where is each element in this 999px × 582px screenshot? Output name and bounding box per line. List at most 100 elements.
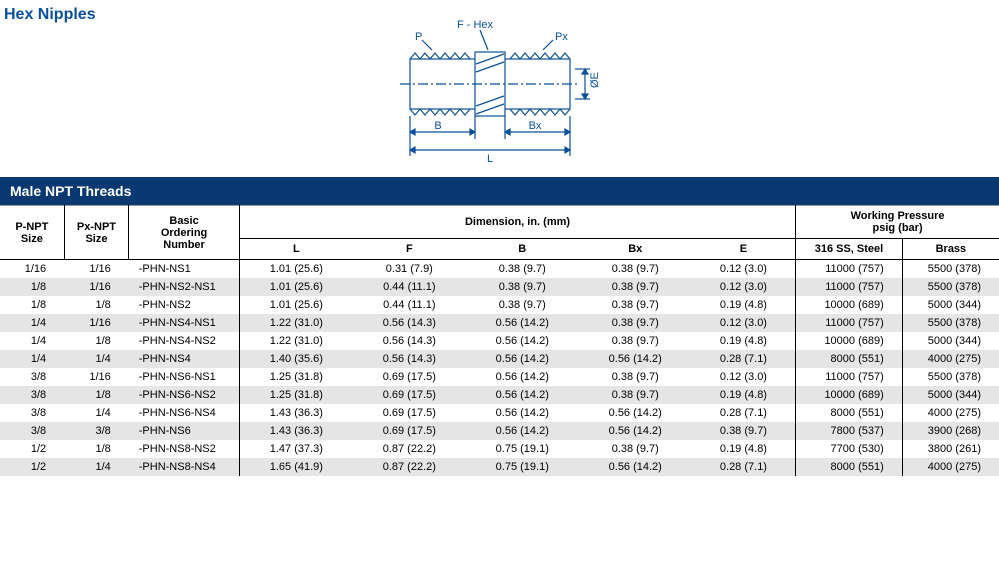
cell-e: 0.12 (3.0): [692, 278, 796, 296]
cell-l: 1.25 (31.8): [239, 368, 352, 386]
cell-pxnpt: 1/4: [64, 404, 129, 422]
cell-e: 0.12 (3.0): [692, 314, 796, 332]
cell-pnpt: 1/4: [0, 314, 64, 332]
diagram-label-l: L: [486, 153, 492, 165]
cell-brass: 4000 (275): [902, 458, 999, 476]
cell-b: 0.56 (14.2): [466, 386, 579, 404]
cell-ss: 11000 (757): [796, 368, 903, 386]
table-row: 3/81/8-PHN-NS6-NS21.25 (31.8)0.69 (17.5)…: [0, 386, 999, 404]
cell-pxnpt: 1/4: [64, 350, 129, 368]
cell-e: 0.28 (7.1): [692, 458, 796, 476]
diagram-label-bx: Bx: [528, 120, 541, 132]
cell-brass: 4000 (275): [902, 404, 999, 422]
cell-brass: 3900 (268): [902, 422, 999, 440]
cell-ss: 11000 (757): [796, 314, 903, 332]
cell-brass: 5000 (344): [902, 296, 999, 314]
cell-ss: 10000 (689): [796, 332, 903, 350]
cell-l: 1.22 (31.0): [239, 332, 352, 350]
cell-num: -PHN-NS1: [129, 260, 240, 279]
cell-b: 0.56 (14.2): [466, 314, 579, 332]
cell-brass: 5000 (344): [902, 332, 999, 350]
cell-brass: 5000 (344): [902, 386, 999, 404]
cell-pxnpt: 1/8: [64, 296, 129, 314]
table-row: 3/83/8-PHN-NS61.43 (36.3)0.69 (17.5)0.56…: [0, 422, 999, 440]
cell-pxnpt: 1/8: [64, 440, 129, 458]
cell-ss: 10000 (689): [796, 296, 903, 314]
cell-ss: 10000 (689): [796, 386, 903, 404]
cell-num: -PHN-NS4-NS2: [129, 332, 240, 350]
table-row: 1/21/8-PHN-NS8-NS21.47 (37.3)0.87 (22.2)…: [0, 440, 999, 458]
col-pxnpt: Px-NPT Size: [64, 206, 129, 260]
table-row: 1/81/16-PHN-NS2-NS11.01 (25.6)0.44 (11.1…: [0, 278, 999, 296]
cell-e: 0.19 (4.8): [692, 332, 796, 350]
table-row: 1/21/4-PHN-NS8-NS41.65 (41.9)0.87 (22.2)…: [0, 458, 999, 476]
spec-table: P-NPT Size Px-NPT Size Basic Ordering Nu…: [0, 205, 999, 476]
col-b: B: [466, 239, 579, 260]
cell-brass: 3800 (261): [902, 440, 999, 458]
cell-pnpt: 1/2: [0, 440, 64, 458]
cell-ss: 7800 (537): [796, 422, 903, 440]
cell-bx: 0.56 (14.2): [579, 458, 692, 476]
cell-b: 0.38 (9.7): [466, 260, 579, 279]
cell-f: 0.87 (22.2): [353, 440, 466, 458]
cell-b: 0.56 (14.2): [466, 332, 579, 350]
cell-bx: 0.38 (9.7): [579, 314, 692, 332]
cell-b: 0.75 (19.1): [466, 458, 579, 476]
col-e: E: [692, 239, 796, 260]
cell-b: 0.38 (9.7): [466, 278, 579, 296]
col-bx: Bx: [579, 239, 692, 260]
cell-brass: 5500 (378): [902, 260, 999, 279]
cell-b: 0.56 (14.2): [466, 350, 579, 368]
cell-pxnpt: 1/8: [64, 386, 129, 404]
table-row: 3/81/4-PHN-NS6-NS41.43 (36.3)0.69 (17.5)…: [0, 404, 999, 422]
cell-pxnpt: 1/16: [64, 278, 129, 296]
col-pnpt: P-NPT Size: [0, 206, 64, 260]
cell-l: 1.43 (36.3): [239, 422, 352, 440]
cell-b: 0.56 (14.2): [466, 422, 579, 440]
cell-bx: 0.56 (14.2): [579, 350, 692, 368]
cell-pxnpt: 1/4: [64, 458, 129, 476]
diagram-label-p: P: [415, 31, 422, 43]
cell-num: -PHN-NS4: [129, 350, 240, 368]
cell-e: 0.12 (3.0): [692, 368, 796, 386]
cell-pnpt: 3/8: [0, 404, 64, 422]
cell-f: 0.69 (17.5): [353, 422, 466, 440]
cell-pnpt: 3/8: [0, 386, 64, 404]
cell-num: -PHN-NS2: [129, 296, 240, 314]
col-wp-group: Working Pressure psig (bar): [796, 206, 999, 239]
cell-ss: 8000 (551): [796, 350, 903, 368]
cell-ss: 11000 (757): [796, 278, 903, 296]
cell-bx: 0.38 (9.7): [579, 296, 692, 314]
cell-f: 0.69 (17.5): [353, 404, 466, 422]
cell-l: 1.47 (37.3): [239, 440, 352, 458]
cell-e: 0.38 (9.7): [692, 422, 796, 440]
cell-ss: 8000 (551): [796, 458, 903, 476]
cell-l: 1.22 (31.0): [239, 314, 352, 332]
cell-pxnpt: 1/16: [64, 368, 129, 386]
cell-pnpt: 3/8: [0, 422, 64, 440]
cell-num: -PHN-NS6: [129, 422, 240, 440]
cell-pnpt: 3/8: [0, 368, 64, 386]
cell-l: 1.01 (25.6): [239, 278, 352, 296]
diagram-label-b: B: [434, 120, 441, 132]
cell-ss: 11000 (757): [796, 260, 903, 279]
diagram-label-px: Px: [555, 31, 568, 43]
cell-pnpt: 1/16: [0, 260, 64, 279]
cell-pxnpt: 3/8: [64, 422, 129, 440]
cell-e: 0.19 (4.8): [692, 386, 796, 404]
cell-l: 1.01 (25.6): [239, 296, 352, 314]
cell-f: 0.31 (7.9): [353, 260, 466, 279]
table-row: 1/41/16-PHN-NS4-NS11.22 (31.0)0.56 (14.3…: [0, 314, 999, 332]
col-brass: Brass: [902, 239, 999, 260]
cell-ss: 8000 (551): [796, 404, 903, 422]
cell-bx: 0.38 (9.7): [579, 278, 692, 296]
cell-num: -PHN-NS6-NS4: [129, 404, 240, 422]
cell-f: 0.69 (17.5): [353, 386, 466, 404]
cell-f: 0.44 (11.1): [353, 296, 466, 314]
col-dim-group: Dimension, in. (mm): [239, 206, 795, 239]
cell-b: 0.56 (14.2): [466, 368, 579, 386]
cell-pnpt: 1/4: [0, 350, 64, 368]
cell-num: -PHN-NS2-NS1: [129, 278, 240, 296]
cell-l: 1.65 (41.9): [239, 458, 352, 476]
hex-nipple-diagram: ØE B Bx L P F - Hex Px: [0, 4, 999, 177]
